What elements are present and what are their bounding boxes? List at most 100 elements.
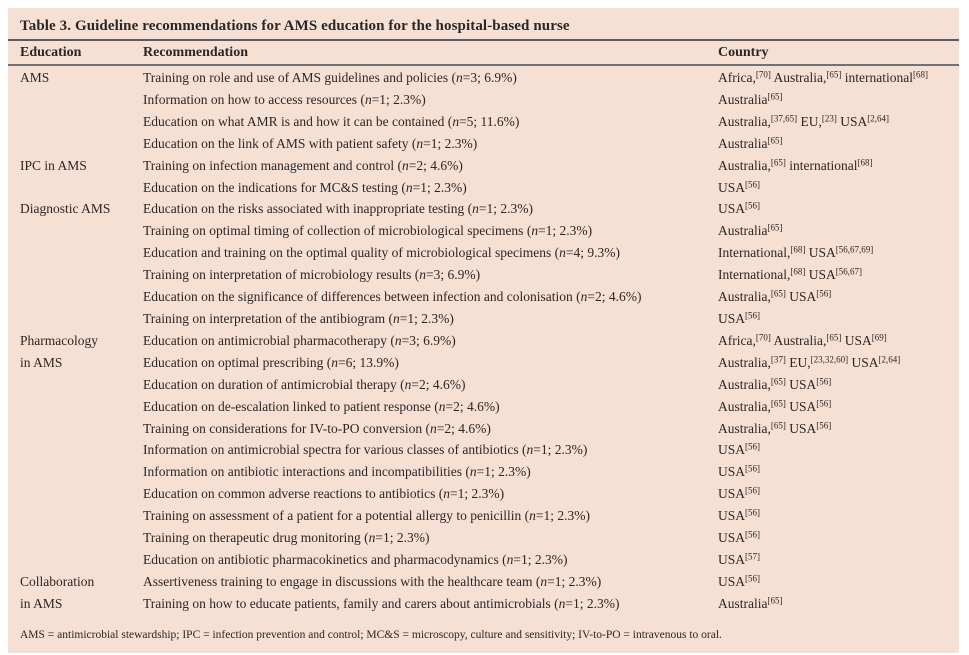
country-cell: USA[57] — [718, 551, 761, 567]
table-row: in AMS Training on how to educate patien… — [8, 593, 959, 615]
education-cell — [20, 505, 143, 527]
recommendation-cell: Education on optimal prescribing (n=6; 1… — [143, 354, 399, 370]
recommendation-cell: Training on infection management and con… — [143, 157, 463, 173]
country-cell: Australia,[37] EU,[23,32,60] USA[2,64] — [718, 354, 901, 370]
table-row: Education on the indications for MC&S te… — [8, 177, 959, 199]
reference-superscript: [68] — [912, 69, 928, 80]
reference-superscript: [65] — [770, 376, 786, 387]
country-cell: Australia[65] — [718, 91, 783, 107]
table-row: Education and training on the optimal qu… — [8, 242, 959, 264]
education-cell — [20, 133, 143, 155]
country-cell: Australia[65] — [718, 595, 783, 611]
education-cell — [20, 527, 143, 549]
reference-superscript: [56] — [745, 310, 761, 321]
recommendation-cell: Information on antibiotic interactions a… — [143, 464, 531, 480]
reference-superscript: [57] — [745, 551, 761, 562]
education-cell — [20, 439, 143, 461]
recommendation-cell: Training on role and use of AMS guidelin… — [143, 70, 517, 85]
recommendation-cell: Education on the link of AMS with patien… — [143, 135, 478, 151]
column-header-recommendation: Recommendation — [143, 45, 248, 60]
recommendation-cell: Education on the significance of differe… — [143, 289, 642, 305]
reference-superscript: [65] — [767, 91, 783, 102]
country-cell: Australia,[65] USA[56] — [718, 288, 832, 305]
reference-superscript: [56] — [745, 507, 761, 518]
recommendation-cell: Education on common adverse reactions to… — [143, 486, 505, 502]
education-cell — [20, 396, 143, 418]
table-row: Training on optimal timing of collection… — [8, 220, 959, 242]
reference-superscript: [56] — [745, 179, 761, 190]
reference-superscript: [68] — [790, 266, 806, 277]
reference-superscript: [65] — [767, 222, 783, 233]
education-cell — [20, 286, 143, 308]
table-row: Education on common adverse reactions to… — [8, 483, 959, 505]
reference-superscript: [56,67] — [835, 266, 862, 277]
recommendation-cell: Assertiveness training to engage in disc… — [143, 573, 602, 589]
recommendation-cell: Education and training on the optimal qu… — [143, 245, 621, 261]
country-cell: USA[56] — [718, 200, 761, 217]
reference-superscript: [56] — [816, 288, 832, 299]
recommendation-cell: Education on antibiotic pharmacokinetics… — [143, 551, 568, 567]
table-row: Education on the link of AMS with patien… — [8, 133, 959, 155]
column-header-country: Country — [718, 45, 769, 60]
reference-superscript: [23] — [821, 113, 837, 124]
education-cell: Diagnostic AMS — [20, 201, 111, 217]
recommendation-cell: Training on interpretation of microbiolo… — [143, 267, 481, 283]
education-cell — [20, 461, 143, 483]
country-cell: International,[68] USA[56,67] — [718, 266, 862, 283]
education-cell — [20, 549, 143, 571]
country-cell: Africa,[70] Australia,[65] international… — [718, 69, 928, 85]
table-row: Education on the significance of differe… — [8, 286, 959, 308]
reference-superscript: [37,65] — [770, 113, 798, 124]
country-cell: Australia,[65] USA[56] — [718, 398, 832, 414]
education-cell: in AMS — [20, 595, 63, 611]
education-cell: IPC in AMS — [20, 157, 87, 173]
recommendation-cell: Training on considerations for IV-to-PO … — [143, 420, 491, 436]
education-cell — [20, 220, 143, 242]
recommendation-cell: Training on interpretation of the antibi… — [143, 310, 454, 326]
table-row: Pharmacology Education on antimicrobial … — [8, 330, 959, 352]
table-row: Training on assessment of a patient for … — [8, 505, 959, 527]
education-cell: Collaboration — [20, 573, 95, 589]
recommendation-cell: Training on assessment of a patient for … — [143, 508, 591, 524]
recommendation-cell: Training on therapeutic drug monitoring … — [143, 530, 430, 546]
reference-superscript: [65] — [826, 69, 842, 80]
country-cell: USA[56] — [718, 573, 761, 589]
country-cell: USA[56] — [718, 529, 761, 546]
table-row: Diagnostic AMS Education on the risks as… — [8, 198, 959, 220]
reference-superscript: [56] — [745, 441, 761, 452]
table-row: Education on de-escalation linked to pat… — [8, 396, 959, 418]
reference-superscript: [56] — [816, 376, 832, 387]
reference-superscript: [70] — [755, 69, 771, 80]
table-row: Training on interpretation of microbiolo… — [8, 264, 959, 286]
table-row: Training on considerations for IV-to-PO … — [8, 418, 959, 440]
table-row: Information on antimicrobial spectra for… — [8, 439, 959, 461]
reference-superscript: [37] — [770, 354, 786, 365]
table-row: Education on antibiotic pharmacokinetics… — [8, 549, 959, 571]
country-cell: International,[68] USA[56,67,69] — [718, 244, 874, 261]
reference-superscript: [56] — [745, 485, 761, 496]
country-cell: USA[56] — [718, 463, 761, 480]
reference-superscript: [65] — [767, 595, 783, 606]
recommendation-cell: Training on optimal timing of collection… — [143, 223, 593, 239]
reference-superscript: [65] — [770, 157, 786, 168]
table-row: IPC in AMS Training on infection managem… — [8, 155, 959, 177]
table-row: Training on therapeutic drug monitoring … — [8, 527, 959, 549]
table-footnote: AMS = antimicrobial stewardship; IPC = i… — [20, 628, 722, 641]
reference-superscript: [65] — [770, 420, 786, 430]
reference-superscript: [65] — [770, 288, 786, 299]
country-cell: USA[56] — [718, 310, 761, 326]
recommendation-cell: Information on how to access resources (… — [143, 91, 426, 107]
recommendation-cell: Education on duration of antimicrobial t… — [143, 376, 466, 392]
education-cell — [20, 308, 143, 330]
country-cell: USA[56] — [718, 485, 761, 502]
reference-superscript: [65] — [770, 398, 786, 409]
country-cell: USA[56] — [718, 179, 761, 195]
education-cell — [20, 483, 143, 505]
country-cell: Australia[65] — [718, 135, 783, 151]
education-cell: in AMS — [20, 354, 63, 370]
country-cell: Australia[65] — [718, 222, 783, 239]
education-cell — [20, 242, 143, 264]
title-rule — [8, 39, 959, 41]
country-cell: Australia,[37,65] EU,[23] USA[2,64] — [718, 113, 890, 129]
recommendation-cell: Training on how to educate patients, fam… — [143, 595, 620, 611]
